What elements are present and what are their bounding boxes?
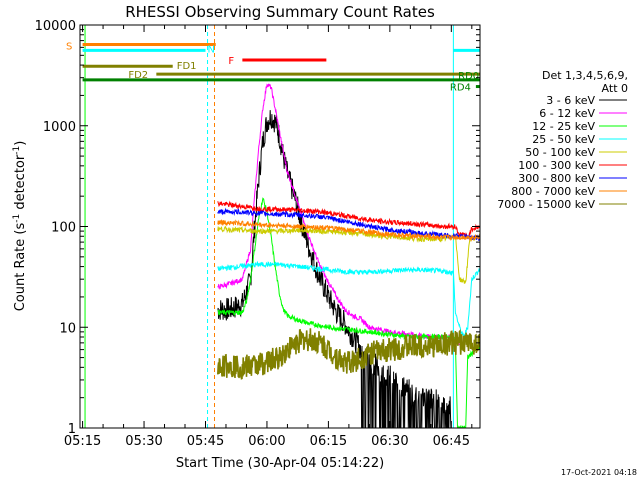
- series-line: [217, 328, 480, 380]
- x-tick-label: 06:15: [310, 434, 347, 449]
- series-line: [217, 83, 460, 346]
- series-layer: [217, 83, 480, 428]
- legend-title-line-1: Det 1,3,4,5,6,9,: [542, 69, 628, 82]
- legend-label: 800 - 7000 keV: [511, 185, 595, 198]
- legend-label: 7000 - 15000 keV: [497, 198, 595, 211]
- flag-label: RD4: [450, 83, 471, 94]
- flag-label: S: [66, 42, 72, 53]
- flag-label: FD1: [177, 61, 197, 72]
- x-tick-label: 05:45: [187, 434, 224, 449]
- timestamp: 17-Oct-2021 04:18: [561, 468, 637, 477]
- legend-label: 6 - 12 keV: [539, 107, 595, 120]
- series-line: [217, 110, 452, 428]
- y-tick-label: 100: [51, 221, 76, 236]
- series-line: [217, 207, 480, 241]
- flag-label: RD0: [458, 71, 479, 82]
- x-tick-label: 06:45: [433, 434, 470, 449]
- legend-label: 300 - 800 keV: [518, 172, 595, 185]
- y-tick-label: 10000: [35, 19, 76, 34]
- y-axis: 1 10 100 1000 10000: [35, 19, 480, 437]
- x-tick-label: 05:15: [64, 434, 101, 449]
- flag-label: F: [228, 56, 234, 67]
- series-line: [217, 219, 480, 242]
- flag-label: FD2: [128, 70, 148, 81]
- legend-label: 50 - 100 keV: [525, 146, 595, 159]
- x-tick-label: 06:00: [248, 434, 285, 449]
- series-line: [217, 225, 480, 284]
- y-tick-label: 1000: [43, 120, 76, 135]
- series-line: [217, 260, 480, 337]
- legend-label: 100 - 300 keV: [518, 159, 595, 172]
- legend-label: 12 - 25 keV: [532, 120, 595, 133]
- chart-title: RHESSI Observing Summary Count Rates: [125, 3, 435, 21]
- y-tick-label: 1: [68, 422, 76, 437]
- y-axis-label: Count Rate (s-1 detector-1): [12, 141, 28, 312]
- x-tick-label: 06:30: [371, 434, 408, 449]
- x-axis: 05:15 05:30 05:45 06:00 06:15 06:30 06:45: [64, 25, 473, 449]
- legend-label: 25 - 50 keV: [532, 133, 595, 146]
- x-axis-label: Start Time (30-Apr-04 05:14:22): [176, 456, 384, 471]
- flag-label: N: [207, 44, 214, 55]
- legend-title-line-2: Att 0: [602, 82, 628, 95]
- x-tick-label: 05:30: [125, 434, 162, 449]
- y-tick-label: 10: [59, 321, 76, 336]
- legend-label: 3 - 6 keV: [546, 94, 595, 107]
